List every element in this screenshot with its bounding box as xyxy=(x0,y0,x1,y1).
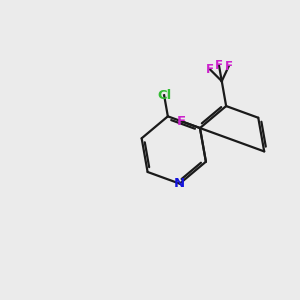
Text: F: F xyxy=(176,115,185,128)
Text: F: F xyxy=(215,58,223,72)
Text: F: F xyxy=(206,63,214,76)
Text: F: F xyxy=(225,60,233,73)
Text: N: N xyxy=(174,177,185,190)
Text: Cl: Cl xyxy=(157,89,171,102)
